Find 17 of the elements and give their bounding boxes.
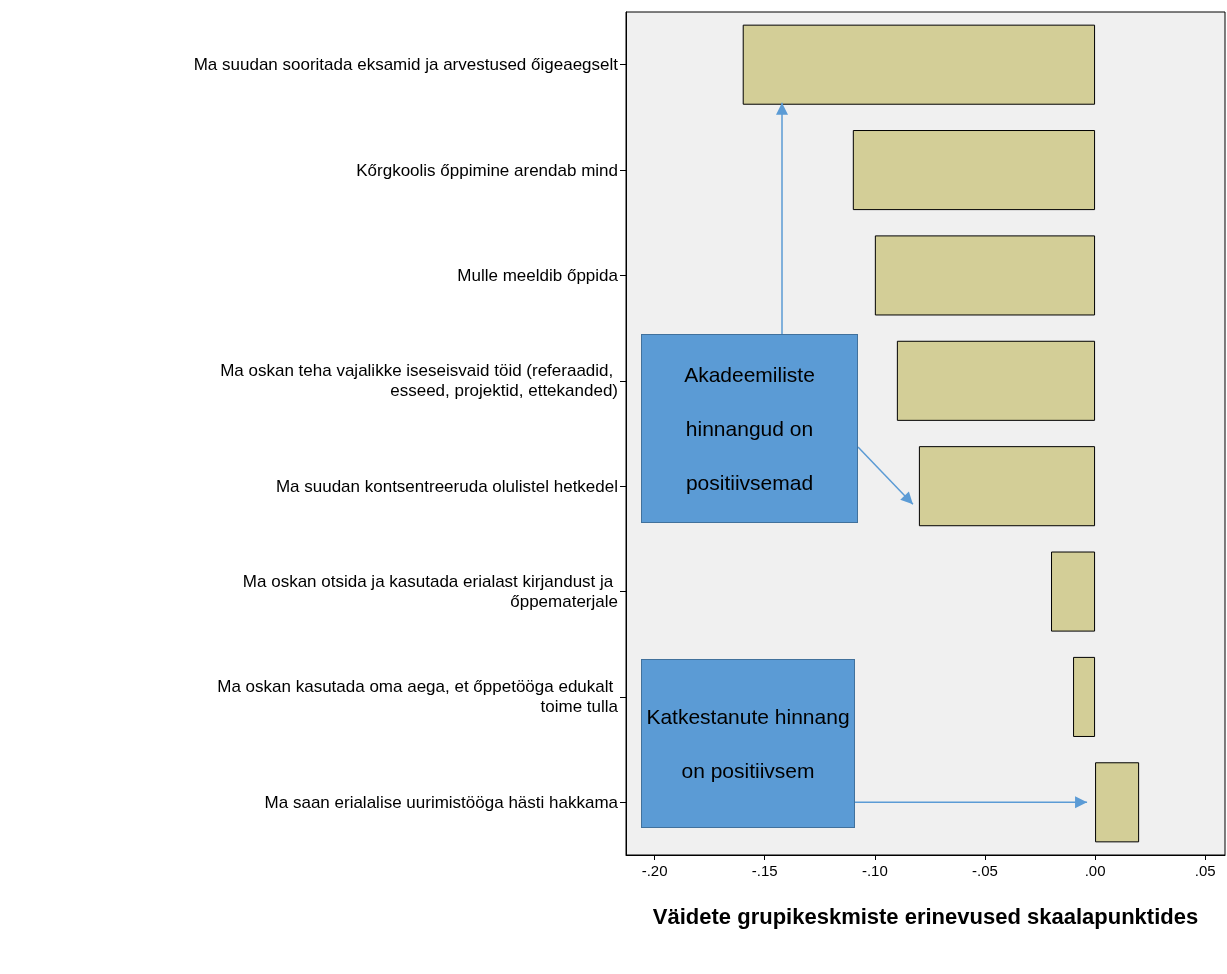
y-tick-label: Ma oskan kasutada oma aega, et őppetööga edukalt toime tulla [217, 677, 619, 717]
y-tick-label: Ma suudan sooritada eksamid ja arvestused őigeaegselt [193, 55, 619, 75]
x-tick-label: -.20 [641, 862, 668, 879]
x-tick-label: .00 [1084, 862, 1106, 879]
callout-box: Katkestanute hinnang on positiivsem [641, 659, 855, 828]
callout-box: Akadeemiliste hinnangud on positiivsemad [641, 334, 858, 523]
x-axis-title: Väidete grupikeskmiste erinevused skaalapunktides [652, 903, 1199, 929]
x-tick-label: -.10 [861, 862, 888, 879]
y-tick-label: Ma suudan kontsentreeruda olulistel hetkedel [275, 476, 618, 496]
y-tick-label: Kőrgkoolis őppimine arendab mind [356, 160, 618, 180]
y-tick-label: Ma saan erialalise uurimistööga hästi hakkama [264, 792, 619, 812]
x-tick-label: -.15 [751, 862, 778, 879]
x-tick-label: .05 [1194, 862, 1216, 879]
y-tick-label: Ma oskan teha vajalikke iseseisvaid töid (referaadid, esseed, projektid, ettekanded) [220, 361, 618, 401]
y-tick-label: Ma oskan otsida ja kasutada erialast kirjandust ja őppematerjale [242, 572, 618, 612]
x-tick-label: -.05 [972, 862, 998, 879]
y-tick-label: Mulle meeldib őppida [457, 265, 619, 285]
